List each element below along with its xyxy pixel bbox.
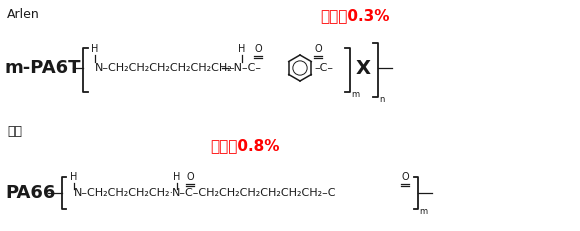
- Text: PA66: PA66: [5, 184, 55, 202]
- Text: m-PA6T: m-PA6T: [5, 59, 82, 77]
- Text: m: m: [351, 90, 359, 99]
- Text: N–CH₂CH₂CH₂CH₂·: N–CH₂CH₂CH₂CH₂·: [74, 188, 174, 198]
- Text: 吸水率0.3%: 吸水率0.3%: [320, 8, 390, 23]
- Text: m: m: [419, 207, 427, 216]
- Text: O: O: [314, 44, 322, 54]
- Text: H: H: [238, 44, 246, 54]
- Text: O: O: [254, 44, 262, 54]
- Text: Arlen: Arlen: [7, 8, 40, 21]
- Text: –C–: –C–: [314, 63, 333, 73]
- Text: n: n: [379, 95, 385, 104]
- Text: H: H: [91, 44, 99, 54]
- Text: N–C–CH₂CH₂CH₂CH₂CH₂CH₂–C: N–C–CH₂CH₂CH₂CH₂CH₂CH₂–C: [172, 188, 336, 198]
- Text: H: H: [70, 172, 78, 182]
- Text: –N–C–: –N–C–: [228, 63, 261, 73]
- Text: H: H: [173, 172, 181, 182]
- Text: O: O: [186, 172, 194, 182]
- Text: N–CH₂CH₂CH₂CH₂CH₂CH₂: N–CH₂CH₂CH₂CH₂CH₂CH₂: [95, 63, 233, 73]
- Text: O: O: [401, 172, 409, 182]
- Text: 比較: 比較: [7, 125, 22, 138]
- Text: X: X: [356, 58, 371, 77]
- Text: 吸水率0.8%: 吸水率0.8%: [210, 138, 280, 153]
